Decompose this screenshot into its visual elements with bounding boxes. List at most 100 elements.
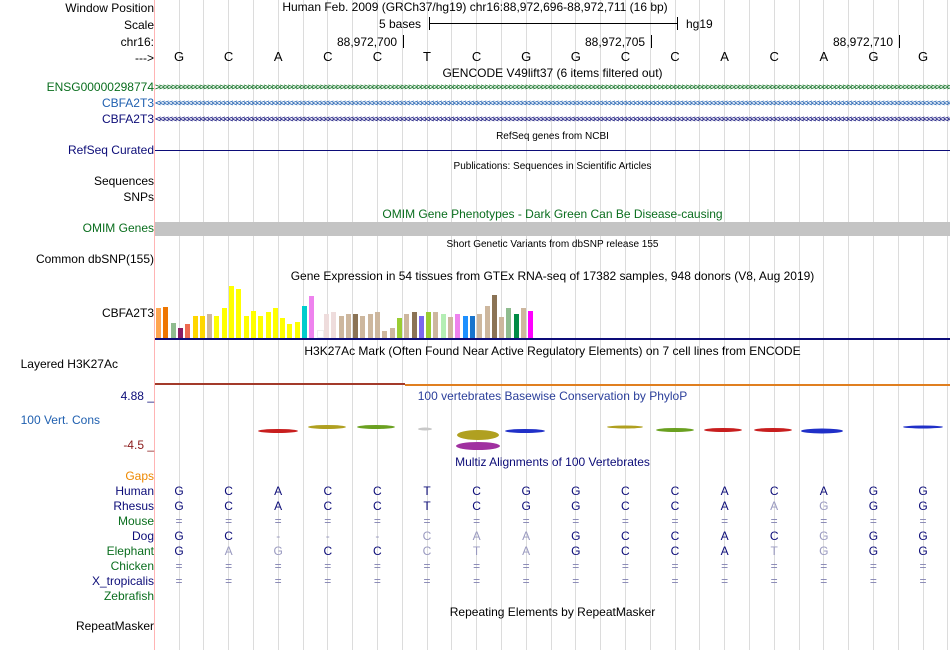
gtex-tissue-bar[interactable] [506, 308, 512, 338]
omim-feature-bar[interactable] [155, 222, 950, 236]
gencode-item-label-3[interactable]: CBFA2T3 [101, 112, 154, 126]
species-label-x-tropicalis[interactable]: X_tropicalis [91, 574, 154, 588]
refseq-track-title[interactable]: RefSeq genes from NCBI [496, 131, 609, 142]
gtex-tissue-bar[interactable] [389, 328, 395, 338]
gtex-tissue-bar[interactable] [199, 316, 205, 338]
omim-track-title[interactable]: OMIM Gene Phenotypes - Dark Green Can Be… [382, 207, 723, 221]
gtex-tissue-bar[interactable] [287, 324, 293, 338]
gencode-feature-reverse[interactable]: <<<<<<<<<<<<<<<<<<<<<<<<<<<<<<<<<<<<<<<<… [155, 99, 950, 109]
gtex-track-title[interactable]: Gene Expression in 54 tissues from GTEx … [290, 269, 815, 283]
publications-sequences-label[interactable]: Sequences [93, 174, 154, 188]
dbsnp-label[interactable]: Common dbSNP(155) [35, 252, 154, 266]
gtex-bar-chart[interactable] [155, 284, 555, 338]
gtex-tissue-bar[interactable] [163, 307, 169, 338]
gtex-tissue-bar[interactable] [316, 330, 324, 338]
gtex-tissue-bar[interactable] [499, 317, 505, 338]
gencode-feature-reverse[interactable]: <<<<<<<<<<<<<<<<<<<<<<<<<<<<<<<<<<<<<<<<… [155, 115, 950, 125]
gtex-tissue-bar[interactable] [243, 316, 249, 338]
gtex-tissue-bar[interactable] [170, 323, 176, 338]
gtex-tissue-bar[interactable] [177, 328, 183, 338]
gtex-tissue-bar[interactable] [360, 316, 366, 338]
gtex-tissue-bar[interactable] [367, 314, 373, 338]
gtex-tissue-bar[interactable] [396, 318, 402, 338]
dbsnp-track-title[interactable]: Short Genetic Variants from dbSNP releas… [446, 239, 659, 250]
gtex-tissue-bar[interactable] [207, 314, 213, 338]
gtex-tissue-bar[interactable] [345, 314, 351, 338]
gtex-tissue-bar[interactable] [521, 308, 526, 338]
h3k27ac-signal[interactable] [155, 383, 405, 385]
phylop-track-title[interactable]: 100 vertebrates Basewise Conservation by… [417, 389, 688, 403]
gtex-tissue-bar[interactable] [382, 331, 388, 338]
gtex-tissue-bar[interactable] [484, 306, 490, 338]
gencode-feature-forward[interactable]: >>>>>>>>>>>>>>>>>>>>>>>>>>>>>>>>>>>>>>>>… [155, 83, 950, 93]
species-label-elephant[interactable]: Elephant [106, 544, 154, 558]
multiz-species-row[interactable]: = = = = = = = = = = = = = = = = [155, 559, 950, 573]
gtex-tissue-bar[interactable] [280, 318, 286, 338]
gencode-item-label-1[interactable]: ENSG00000298774 [46, 80, 154, 94]
gtex-tissue-bar[interactable] [491, 295, 497, 338]
gtex-tissue-bar[interactable] [528, 311, 534, 338]
gtex-tissue-bar[interactable] [323, 314, 329, 338]
gtex-tissue-bar[interactable] [469, 316, 475, 338]
gtex-tissue-bar[interactable] [302, 306, 307, 338]
gtex-tissue-bar[interactable] [272, 308, 278, 338]
publications-snps-label[interactable]: SNPs [123, 190, 154, 204]
publications-track-title[interactable]: Publications: Sequences in Scientific Ar… [453, 161, 652, 172]
repeatmasker-label[interactable]: RepeatMasker [75, 619, 154, 633]
gtex-tissue-bar[interactable] [294, 322, 300, 338]
multiz-species-row[interactable]: = = = = = = = = = = = = = = = = [155, 514, 950, 528]
gtex-tissue-bar[interactable] [513, 314, 519, 338]
multiz-gaps-label[interactable]: Gaps [125, 469, 154, 483]
gtex-tissue-bar[interactable] [433, 312, 439, 338]
multiz-species-row[interactable]: = = = = = = = = = = = = = = = = [155, 574, 950, 588]
repeatmasker-track-title[interactable]: Repeating Elements by RepeatMasker [449, 605, 656, 619]
gtex-tissue-bar[interactable] [426, 312, 432, 338]
gtex-tissue-bar[interactable] [265, 312, 271, 338]
gtex-tissue-bar[interactable] [236, 289, 242, 338]
gtex-tissue-bar[interactable] [156, 308, 161, 338]
gtex-tissue-bar[interactable] [353, 314, 359, 338]
h3k27ac-track-title[interactable]: H3K27Ac Mark (Often Found Near Active Re… [304, 344, 801, 358]
gtex-tissue-bar[interactable] [258, 316, 264, 338]
gencode-track-title[interactable]: GENCODE V49lift37 (6 items filtered out) [442, 66, 663, 80]
h3k27ac-label[interactable]: Layered H3K27Ac [20, 357, 118, 371]
phylop-label[interactable]: 100 Vert. Cons [20, 413, 100, 427]
omim-genes-label[interactable]: OMIM Genes [82, 221, 154, 235]
refseq-curated-label[interactable]: RefSeq Curated [67, 143, 154, 157]
gtex-tissue-bar[interactable] [404, 314, 410, 338]
species-label-mouse[interactable]: Mouse [117, 514, 154, 528]
gtex-gene-label[interactable]: CBFA2T3 [101, 306, 154, 320]
multiz-track-title[interactable]: Multiz Alignments of 100 Vertebrates [455, 455, 650, 469]
gtex-tissue-bar[interactable] [221, 308, 227, 338]
gtex-tissue-bar[interactable] [185, 324, 191, 338]
gtex-tissue-bar[interactable] [214, 316, 220, 338]
gtex-tissue-bar[interactable] [462, 316, 468, 338]
phylop-logo-plot[interactable] [155, 410, 950, 455]
h3k27ac-signal[interactable] [405, 384, 950, 386]
gtex-tissue-bar[interactable] [331, 312, 337, 338]
refseq-feature-line[interactable] [155, 150, 950, 151]
gtex-tissue-bar[interactable] [229, 286, 234, 338]
gtex-tissue-bar[interactable] [418, 316, 424, 338]
multiz-species-row[interactable] [155, 589, 950, 603]
gtex-tissue-bar[interactable] [411, 312, 417, 338]
gtex-tissue-bar[interactable] [477, 314, 483, 338]
gtex-tissue-bar[interactable] [440, 314, 446, 338]
species-label-human[interactable]: Human [115, 484, 154, 498]
gtex-tissue-bar[interactable] [455, 314, 461, 338]
species-label-rhesus[interactable]: Rhesus [113, 499, 154, 513]
gtex-tissue-bar[interactable] [309, 296, 315, 338]
gtex-tissue-bar[interactable] [338, 316, 344, 338]
gtex-tissue-bar[interactable] [250, 311, 256, 338]
species-label-zebrafish[interactable]: Zebrafish [103, 589, 154, 603]
gtex-tissue-bar[interactable] [192, 316, 198, 338]
gencode-item-label-2[interactable]: CBFA2T3 [101, 96, 154, 110]
species-label-chicken[interactable]: Chicken [110, 559, 154, 573]
gtex-tissue-bar[interactable] [375, 312, 380, 338]
gtex-tissue-bar[interactable] [448, 317, 453, 338]
species-label-dog[interactable]: Dog [131, 529, 154, 543]
